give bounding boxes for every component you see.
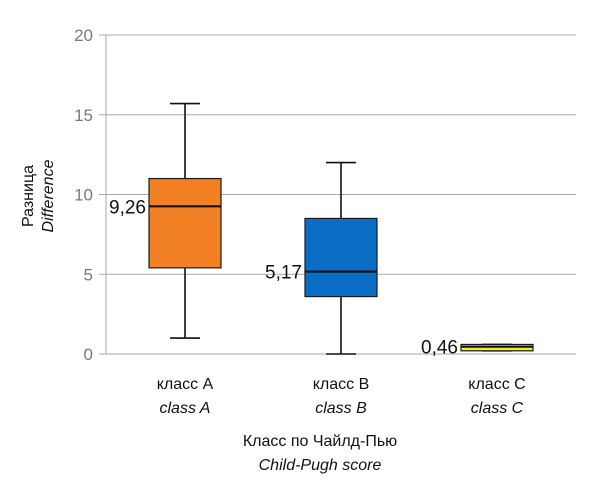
x-axis-title: Класс по Чайлд-Пью [243,433,397,450]
x-axis-title-en: Child-Pugh score [259,457,382,474]
x-category-en-3: class C [471,400,524,417]
y-tick-label-5: 5 [84,265,93,284]
y-tick-label-20: 20 [74,26,93,45]
box-2-median-label: 5,17 [265,263,302,284]
box-3: 0,46 [421,338,534,359]
x-category-2: класс B [313,376,370,393]
y-axis-title: Разница [20,165,37,227]
box-2: 5,17 [265,161,378,355]
box-1-median-label: 9,26 [109,197,146,218]
y-tick-label-15: 15 [74,106,93,125]
box-2-iqr [304,217,378,298]
box-3-median-label: 0,46 [421,338,458,359]
box-1: 9,26 [109,102,222,339]
y-tick-labels: 0 5 10 15 20 [74,26,93,364]
y-tick-label-0: 0 [84,345,93,364]
y-axis-title-en: Difference [40,159,57,232]
boxes: 9,26 5,17 0,46 [109,102,534,359]
x-category-en-1: class A [160,400,211,417]
box-1-iqr [148,177,222,269]
y-tick-label-10: 10 [74,186,93,205]
x-category-labels: класс A class A класс B class B класс C class… [157,376,526,417]
x-category-3: класс C [468,376,525,393]
x-category-1: класс A [157,376,214,393]
x-category-en-2: class B [315,400,367,417]
